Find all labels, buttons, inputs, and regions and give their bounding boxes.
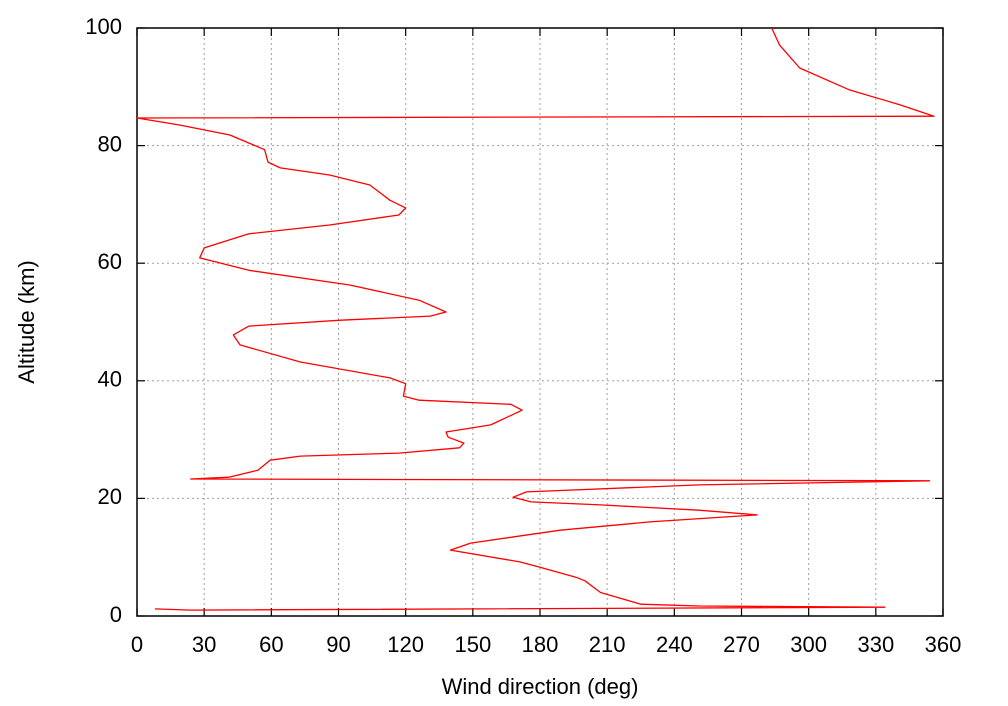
- x-tick-label: 120: [387, 632, 424, 657]
- x-tick-label: 210: [589, 632, 626, 657]
- x-tick-label: 180: [522, 632, 559, 657]
- x-tick-label: 30: [192, 632, 216, 657]
- x-tick-label: 90: [326, 632, 350, 657]
- y-tick-label: 60: [98, 249, 122, 274]
- x-tick-label: 60: [259, 632, 283, 657]
- y-axis-title: Altitude (km): [14, 260, 39, 383]
- plot-frame: [136, 27, 944, 617]
- x-tick-label: 150: [454, 632, 491, 657]
- y-tick-label: 0: [110, 602, 122, 627]
- x-axis-title: Wind direction (deg): [442, 674, 639, 699]
- x-tick-label: 330: [857, 632, 894, 657]
- x-tick-label: 300: [790, 632, 827, 657]
- data-line: [136, 27, 935, 611]
- x-tick-label: 360: [925, 632, 962, 657]
- x-tick-label: 270: [723, 632, 760, 657]
- y-tick-label: 100: [85, 14, 122, 39]
- y-tick-label: 80: [98, 131, 122, 156]
- y-tick-label: 20: [98, 484, 122, 509]
- x-tick-label: 0: [131, 632, 143, 657]
- y-tick-label: 40: [98, 367, 122, 392]
- x-tick-label: 240: [656, 632, 693, 657]
